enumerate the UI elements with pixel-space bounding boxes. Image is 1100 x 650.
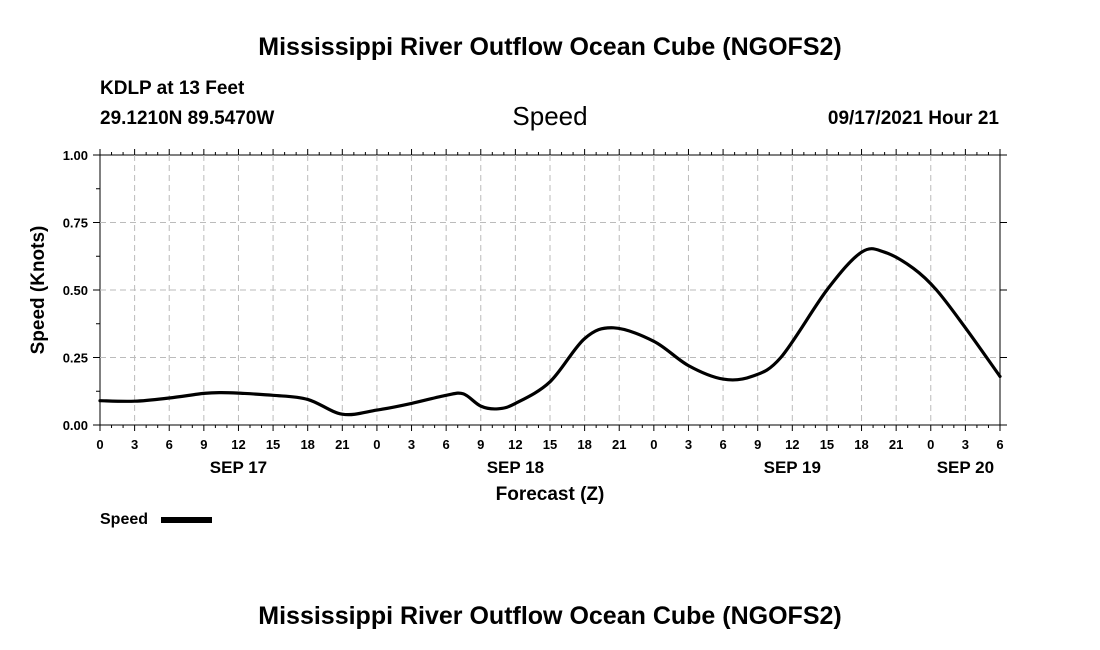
y-tick-label: 0.00 bbox=[63, 418, 88, 433]
chart-title-top: Mississippi River Outflow Ocean Cube (NG… bbox=[258, 33, 841, 61]
x-tick-label: 3 bbox=[131, 437, 138, 452]
x-tick-label: 18 bbox=[300, 437, 314, 452]
x-date-label: SEP 20 bbox=[937, 458, 994, 477]
x-tick-label: 3 bbox=[685, 437, 692, 452]
x-tick-label: 0 bbox=[927, 437, 934, 452]
x-tick-label: 0 bbox=[373, 437, 380, 452]
grid-layer bbox=[100, 155, 1000, 425]
x-tick-label: 21 bbox=[335, 437, 349, 452]
x-tick-label: 9 bbox=[754, 437, 761, 452]
x-tick-label: 0 bbox=[650, 437, 657, 452]
x-tick-label: 12 bbox=[508, 437, 522, 452]
coordinates-label: 29.1210N 89.5470W bbox=[100, 108, 274, 129]
x-tick-label: 3 bbox=[962, 437, 969, 452]
x-tick-label: 12 bbox=[785, 437, 799, 452]
y-tick-label: 1.00 bbox=[63, 148, 88, 163]
x-tick-label: 6 bbox=[443, 437, 450, 452]
y-tick-label: 0.50 bbox=[63, 283, 88, 298]
x-tick-label: 9 bbox=[477, 437, 484, 452]
x-tick-label: 15 bbox=[543, 437, 557, 452]
x-date-label: SEP 19 bbox=[764, 458, 821, 477]
y-axis-title: Speed (Knots) bbox=[28, 226, 49, 355]
legend-swatch bbox=[161, 517, 212, 523]
x-date-label: SEP 17 bbox=[210, 458, 267, 477]
y-tick-label: 0.25 bbox=[63, 351, 88, 366]
x-tick-label: 18 bbox=[577, 437, 591, 452]
x-tick-label: 21 bbox=[612, 437, 626, 452]
x-tick-label: 21 bbox=[889, 437, 903, 452]
y-tick-label: 0.75 bbox=[63, 216, 88, 231]
x-tick-label: 3 bbox=[408, 437, 415, 452]
x-tick-label: 6 bbox=[166, 437, 173, 452]
x-tick-label: 9 bbox=[200, 437, 207, 452]
x-tick-label: 15 bbox=[820, 437, 834, 452]
tick-layer bbox=[93, 149, 1007, 431]
x-tick-label: 6 bbox=[996, 437, 1003, 452]
chart-title-bottom: Mississippi River Outflow Ocean Cube (NG… bbox=[258, 602, 841, 630]
x-tick-label: 12 bbox=[231, 437, 245, 452]
legend-label: Speed bbox=[100, 511, 148, 528]
variable-title: Speed bbox=[512, 101, 587, 131]
x-axis-title: Forecast (Z) bbox=[496, 484, 605, 505]
station-label: KDLP at 13 Feet bbox=[100, 78, 245, 99]
x-tick-label: 6 bbox=[719, 437, 726, 452]
tick-label-layer: 0.00 0.25 0.50 0.75 1.00 0 3 6 9 12 15 18 21 0 3 6 9 12 15… bbox=[63, 148, 1004, 477]
x-date-label: SEP 18 bbox=[487, 458, 544, 477]
x-tick-label: 18 bbox=[854, 437, 868, 452]
timestamp-label: 09/17/2021 Hour 21 bbox=[828, 108, 1000, 129]
x-tick-label: 0 bbox=[96, 437, 103, 452]
speed-series-line bbox=[98, 247, 1002, 417]
x-tick-label: 15 bbox=[266, 437, 280, 452]
